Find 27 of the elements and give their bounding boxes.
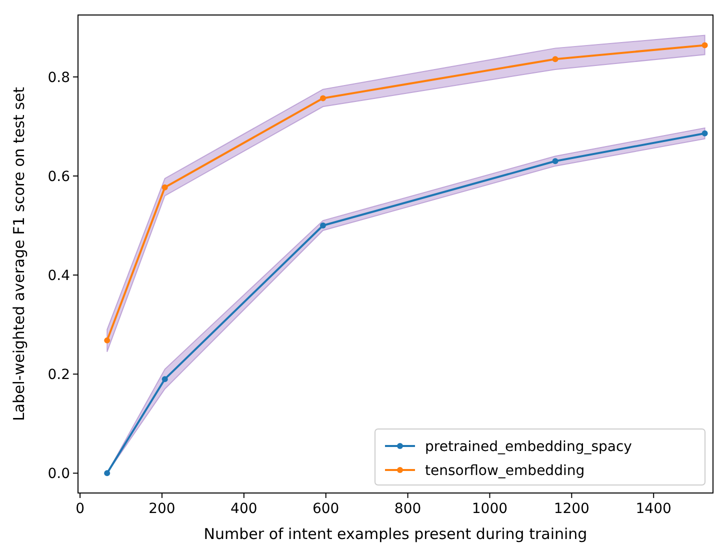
y-axis-title: Label-weighted average F1 score on test set [10, 86, 28, 422]
y-tick-label: 0.8 [48, 70, 70, 86]
x-tick-label: 800 [394, 501, 422, 517]
y-tick-label: 0.6 [48, 168, 70, 185]
x-tick-label: 400 [230, 501, 258, 517]
legend-label: tensorflow_embedding [425, 463, 585, 479]
x-tick-label: 200 [148, 501, 176, 517]
point [320, 95, 326, 102]
point [552, 56, 558, 62]
y-tick-label: 0.0 [48, 466, 70, 482]
point [702, 130, 708, 136]
point [162, 184, 168, 190]
point [702, 42, 708, 48]
point [104, 470, 110, 476]
legend-label: pretrained_embedding_spacy [425, 439, 632, 455]
x-tick-label: 1400 [636, 501, 672, 517]
x-tick-label: 1200 [554, 501, 590, 517]
y-tick-label: 0.2 [48, 367, 70, 384]
point [104, 337, 110, 344]
point [320, 222, 326, 229]
point [162, 376, 168, 382]
x-tick-label: 600 [312, 501, 340, 517]
x-axis-title: Number of intent examples present during training [204, 525, 588, 543]
y-tick-label: 0.4 [48, 268, 70, 284]
x-tick-label: 1000 [472, 501, 508, 517]
x-tick-label: 0 [76, 501, 85, 517]
point [552, 158, 558, 164]
